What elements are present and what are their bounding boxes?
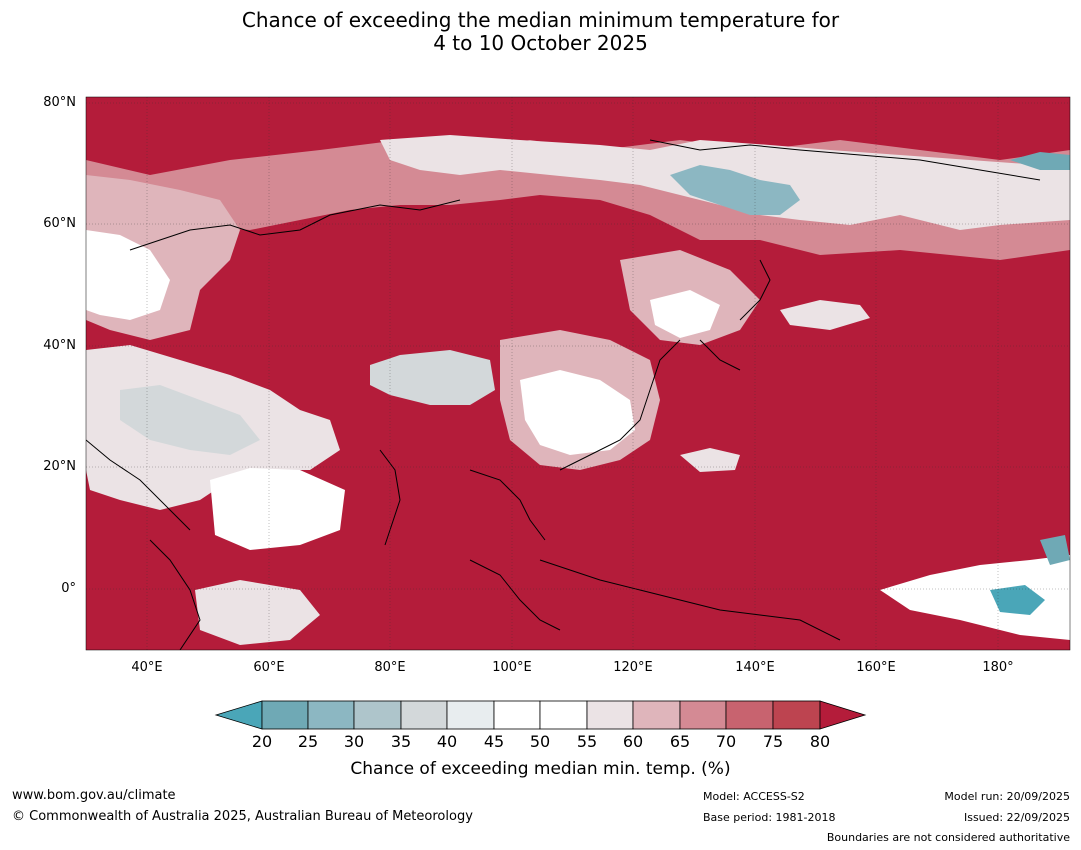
lon-label-40e: 40°E [131, 660, 163, 675]
contour-pacific-light [680, 448, 740, 472]
model-run-text: Model run: 20/09/2025 [944, 790, 1070, 803]
colorbar-tick: 65 [669, 732, 691, 751]
contour-siberia-blue-2 [1010, 152, 1070, 170]
contour-northeast-white [650, 290, 720, 338]
title-line-2: 4 to 10 October 2025 [433, 31, 648, 55]
lon-label-140e: 140°E [735, 660, 775, 675]
contour-china-white [520, 370, 635, 455]
disclaimer-text: Boundaries are not considered authoritat… [826, 831, 1070, 844]
colorbar-tick: 50 [529, 732, 551, 751]
lon-label-60e: 60°E [253, 660, 285, 675]
colorbar-tick: 75 [762, 732, 784, 751]
contour-africa-white [210, 468, 345, 550]
title-line-1: Chance of exceeding the median minimum t… [241, 8, 840, 32]
contour-mideast-grey [120, 385, 260, 455]
colorbar-tick: 55 [576, 732, 598, 751]
lon-label-180: 180° [982, 660, 1014, 675]
issued-text: Issued: 22/09/2025 [963, 811, 1070, 824]
website-link[interactable]: www.bom.gov.au/climate [12, 788, 176, 803]
lon-label-120e: 120°E [613, 660, 653, 675]
colorbar-tick: 30 [343, 732, 365, 751]
graticule [86, 97, 1070, 650]
lat-label-60n: 60°N [43, 216, 76, 231]
contour-indian-ocean-white [195, 580, 320, 645]
colorbar-tick: 25 [297, 732, 319, 751]
land-contours [86, 135, 1070, 645]
lat-label-40n: 40°N [43, 338, 76, 353]
coastlines [86, 139, 1041, 650]
lat-label-20n: 20°N [43, 459, 76, 474]
colorbar-tick: 35 [390, 732, 412, 751]
lat-label-0: 0° [61, 581, 76, 596]
contour-japan-light [780, 300, 870, 330]
model-text: Model: ACCESS-S2 [703, 790, 805, 803]
lon-label-100e: 100°E [492, 660, 532, 675]
contour-pacific-blue [990, 585, 1045, 615]
colorbar-tick: 45 [483, 732, 505, 751]
colorbar-tick: 40 [436, 732, 458, 751]
map-title: Chance of exceeding the median minimum t… [0, 9, 1081, 55]
colorbar-tick: 70 [715, 732, 737, 751]
colorbar-label: Chance of exceeding median min. temp. (%… [350, 759, 731, 779]
colorbar-tick: 60 [622, 732, 644, 751]
base-period-text: Base period: 1981-2018 [703, 811, 836, 824]
copyright-text: © Commonwealth of Australia 2025, Austra… [12, 809, 473, 824]
lon-label-80e: 80°E [374, 660, 406, 675]
lon-label-160e: 160°E [856, 660, 896, 675]
contour-pacific-blue-2 [1040, 535, 1070, 565]
lat-label-80n: 80°N [43, 95, 76, 110]
contour-pacific-white [880, 555, 1070, 640]
colorbar-tick: 20 [251, 732, 273, 751]
contour-europe-white [86, 230, 170, 320]
contour-siberia-blue [670, 165, 800, 215]
colorbar-tick: 80 [809, 732, 831, 751]
contour-tibet-grey [370, 350, 495, 405]
